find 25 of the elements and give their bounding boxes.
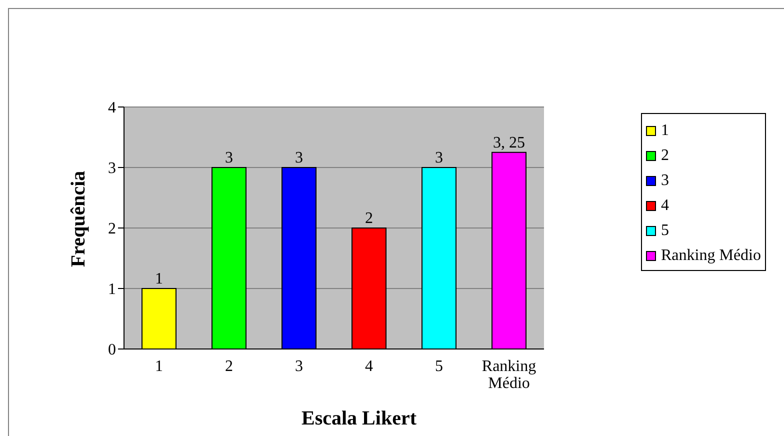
x-axis-title: Escala Likert xyxy=(302,408,416,430)
x-tick-label: 3 xyxy=(295,358,303,375)
data-label: 1 xyxy=(155,270,163,288)
data-label: 2 xyxy=(365,210,373,227)
y-tick-label: 4 xyxy=(108,100,116,117)
data-label: 3 xyxy=(295,150,303,166)
legend-label: 5 xyxy=(661,222,669,238)
data-label: 3 xyxy=(435,150,443,166)
legend-label: 4 xyxy=(661,196,669,214)
legend-label: 3 xyxy=(661,172,669,188)
y-tick-label: 1 xyxy=(108,281,116,298)
y-tick-label: 2 xyxy=(108,220,116,238)
x-tick-label: 1 xyxy=(155,358,163,375)
y-axis-title: Frequência xyxy=(68,170,90,268)
data-label: 3 xyxy=(225,150,233,166)
x-tick-label: 5 xyxy=(435,358,443,375)
x-tick-label: 2 xyxy=(225,358,233,375)
data-label: 3, 25 xyxy=(493,134,525,152)
y-tick-label: 0 xyxy=(108,342,116,359)
legend-label: 2 xyxy=(661,146,669,164)
x-tick-label: Ranking Médio xyxy=(482,358,536,392)
y-tick-label: 3 xyxy=(108,160,116,178)
legend-label: 1 xyxy=(661,122,669,138)
x-tick-label: 4 xyxy=(365,358,373,375)
legend-label: Ranking Médio xyxy=(661,246,761,264)
